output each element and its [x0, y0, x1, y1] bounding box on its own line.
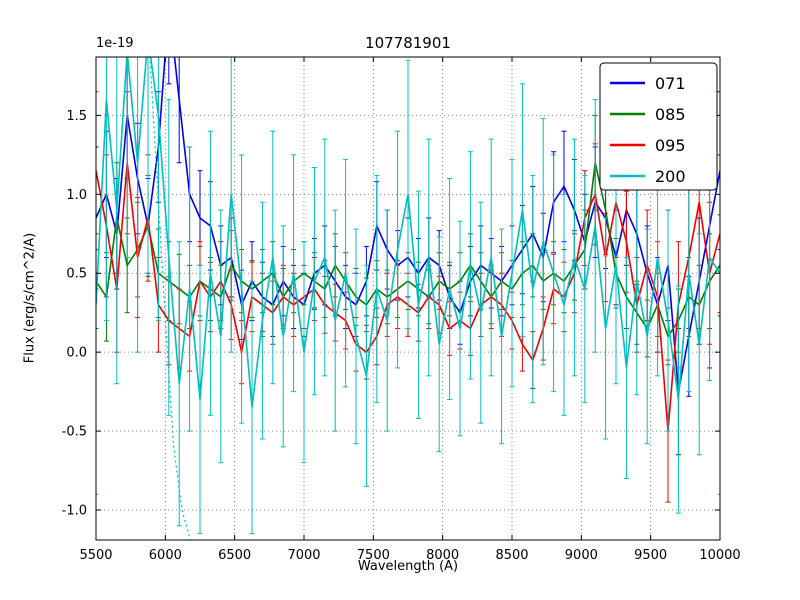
series-line-200 [96, 57, 720, 408]
x-axis-label: Wavelength (A) [357, 559, 459, 574]
y-tick-label: -1.0 [62, 504, 87, 519]
y-tick-label: 1.5 [66, 109, 87, 124]
y-tick-label: 0.5 [66, 267, 87, 282]
y-tick-label: 0.0 [66, 346, 87, 361]
x-tick-label: 8000 [426, 548, 459, 563]
legend-label: 095 [655, 136, 686, 155]
x-tick-label: 5500 [79, 548, 112, 563]
x-tick-label: 7000 [287, 548, 320, 563]
series-line-200-dotted [149, 57, 192, 540]
legend [599, 62, 718, 191]
x-tick-label: 6500 [218, 548, 251, 563]
x-tick-label: 9500 [634, 548, 667, 563]
axes-frame [95, 56, 721, 541]
series-200 [96, 57, 720, 535]
y-axis-offset-label: 1e-19 [96, 36, 134, 51]
x-tick-label: 8500 [495, 548, 528, 563]
y-tick-label: -0.5 [62, 425, 87, 440]
x-tick-label: 6000 [149, 548, 182, 563]
legend-label: 200 [655, 167, 686, 186]
x-tick-label: 10000 [699, 548, 740, 563]
x-tick-label: 9000 [565, 548, 598, 563]
y-tick-label: 1.0 [66, 188, 87, 203]
legend-label: 071 [655, 74, 686, 93]
x-tick-label: 7500 [357, 548, 390, 563]
chart-title: 107781901 [365, 34, 451, 52]
legend-label: 085 [655, 105, 686, 124]
